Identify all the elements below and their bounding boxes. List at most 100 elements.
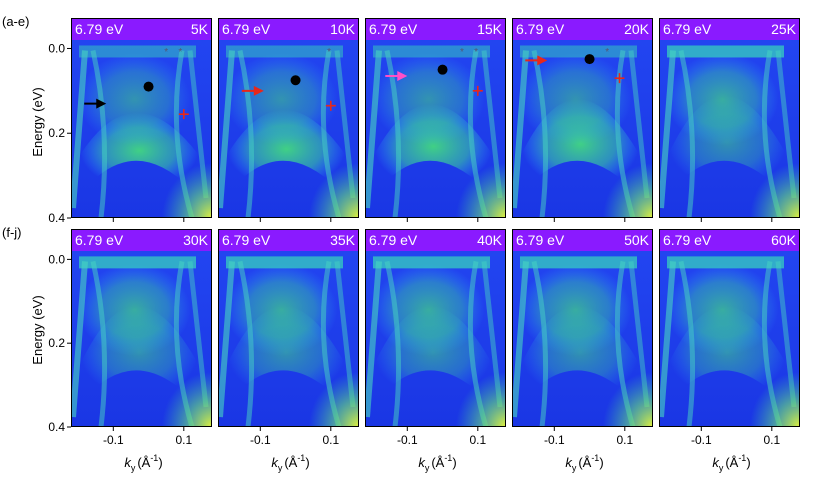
band-top-marker xyxy=(143,81,154,92)
x-axis-label: ky (Å-1) xyxy=(565,453,603,473)
panel-header xyxy=(512,229,653,251)
x-axis-labels: ky (Å-1) ky (Å-1) ky (Å-1) ky (Å-1) ky (Å-1) xyxy=(124,453,750,473)
panel-b: 6.79 eV 10K * xyxy=(218,18,359,222)
panel-frame xyxy=(365,18,506,218)
temperature-label: 15K xyxy=(477,21,503,37)
kf-plus-marker xyxy=(325,100,336,111)
x-tick-label: 0.1 xyxy=(616,433,633,447)
panel-h-image xyxy=(365,229,506,427)
panel-h: 6.79 eV 40K -0.1 0.1 xyxy=(365,229,506,447)
panel-a: 6.79 eV 5K * * 0.0 0.2 0.4 xyxy=(48,18,212,225)
kink-arrow-head xyxy=(537,55,548,66)
band-top-marker xyxy=(584,54,595,65)
temperature-label: 25K xyxy=(771,21,797,37)
y-tick-label: 0.2 xyxy=(48,336,65,350)
panel-frame xyxy=(218,229,359,427)
panel-i-image xyxy=(512,229,653,427)
panel-b-image xyxy=(218,18,359,218)
panel-j: 6.79 eV 60K -0.1 0.1 xyxy=(659,229,800,447)
panel-frame xyxy=(71,229,212,427)
panel-frame xyxy=(512,229,653,427)
star-marker: * xyxy=(327,47,331,58)
y-tick-label: 0.2 xyxy=(48,126,65,140)
panel-g: 6.79 eV 35K -0.1 0.1 xyxy=(218,229,359,447)
y-tick-label: 0.0 xyxy=(48,252,65,266)
panel-header xyxy=(218,229,359,251)
temperature-label: 60K xyxy=(771,232,797,248)
x-tick-label: -0.1 xyxy=(691,433,712,447)
panels: 6.79 eV 5K * * 0.0 0.2 0.4 6.79 eV 10K * 6.79 eV 15… xyxy=(48,18,800,447)
kf-plus-marker xyxy=(614,73,625,84)
band-top-marker xyxy=(437,64,448,75)
kink-arrow-head xyxy=(96,98,107,109)
panel-header xyxy=(71,229,212,251)
x-axis-label: ky (Å-1) xyxy=(124,453,162,473)
photon-energy-label: 6.79 eV xyxy=(222,21,271,37)
temperature-label: 35K xyxy=(330,232,356,248)
photon-energy-label: 6.79 eV xyxy=(75,21,124,37)
panel-frame xyxy=(71,18,212,218)
panel-header xyxy=(512,18,653,40)
x-axis-label: ky (Å-1) xyxy=(418,453,456,473)
panel-frame xyxy=(365,229,506,427)
x-tick-label: 0.1 xyxy=(763,433,780,447)
row-label-bottom: (f-j) xyxy=(2,225,22,240)
kf-plus-marker xyxy=(472,85,483,96)
panel-header xyxy=(218,18,359,40)
panel-header xyxy=(71,18,212,40)
panel-f: 6.79 eV 30K 0.0 0.2 0.4 -0.1 0.1 xyxy=(48,229,212,447)
y-tick-label: 0.4 xyxy=(48,211,65,225)
kink-arrow-head xyxy=(397,71,408,82)
x-tick-label: -0.1 xyxy=(250,433,271,447)
temperature-label: 20K xyxy=(624,21,650,37)
panel-frame xyxy=(512,18,653,218)
photon-energy-label: 6.79 eV xyxy=(369,232,418,248)
y-tick-label: 0.4 xyxy=(48,420,65,434)
x-tick-label: -0.1 xyxy=(103,433,124,447)
temperature-label: 30K xyxy=(183,232,209,248)
panel-frame xyxy=(659,18,800,218)
x-tick-label: 0.1 xyxy=(175,433,192,447)
panel-e-image xyxy=(659,18,800,218)
panel-j-image xyxy=(659,229,800,427)
panel-e: 6.79 eV 25K xyxy=(659,18,800,222)
photon-energy-label: 6.79 eV xyxy=(75,232,124,248)
band-top-marker xyxy=(290,75,301,86)
x-axis-label: ky (Å-1) xyxy=(271,453,309,473)
panel-frame xyxy=(659,229,800,427)
panel-header xyxy=(365,229,506,251)
panel-f-image xyxy=(71,229,212,427)
panel-frame xyxy=(218,18,359,218)
y-axis-label-bottom: Energy (eV) xyxy=(30,295,45,364)
x-axis-label: ky (Å-1) xyxy=(712,453,750,473)
y-tick-label: 0.0 xyxy=(48,41,65,55)
panel-header xyxy=(659,18,800,40)
y-axis-label-top: Energy (eV) xyxy=(30,87,45,156)
x-tick-label: 0.1 xyxy=(322,433,339,447)
kink-arrow-head xyxy=(253,85,264,96)
panel-i: 6.79 eV 50K -0.1 0.1 xyxy=(512,229,653,447)
photon-energy-label: 6.79 eV xyxy=(369,21,418,37)
star-marker: * xyxy=(178,47,182,58)
photon-energy-label: 6.79 eV xyxy=(516,21,565,37)
temperature-label: 40K xyxy=(477,232,503,248)
star-marker: * xyxy=(164,47,168,58)
panel-g-image xyxy=(218,229,359,427)
x-tick-label: -0.1 xyxy=(397,433,418,447)
x-tick-label: 0.1 xyxy=(469,433,486,447)
photon-energy-label: 6.79 eV xyxy=(663,21,712,37)
photon-energy-label: 6.79 eV xyxy=(663,232,712,248)
panel-header xyxy=(365,18,506,40)
panel-c-image xyxy=(365,18,506,218)
photon-energy-label: 6.79 eV xyxy=(222,232,271,248)
photon-energy-label: 6.79 eV xyxy=(516,232,565,248)
star-marker: * xyxy=(474,47,478,58)
row-label-top: (a-e) xyxy=(2,14,29,29)
panel-d: 6.79 eV 20K * xyxy=(512,18,653,222)
temperature-label: 50K xyxy=(624,232,650,248)
kf-plus-marker xyxy=(178,109,189,120)
panel-c: 6.79 eV 15K * * xyxy=(365,18,506,222)
panel-header xyxy=(659,229,800,251)
star-marker: * xyxy=(605,47,609,58)
